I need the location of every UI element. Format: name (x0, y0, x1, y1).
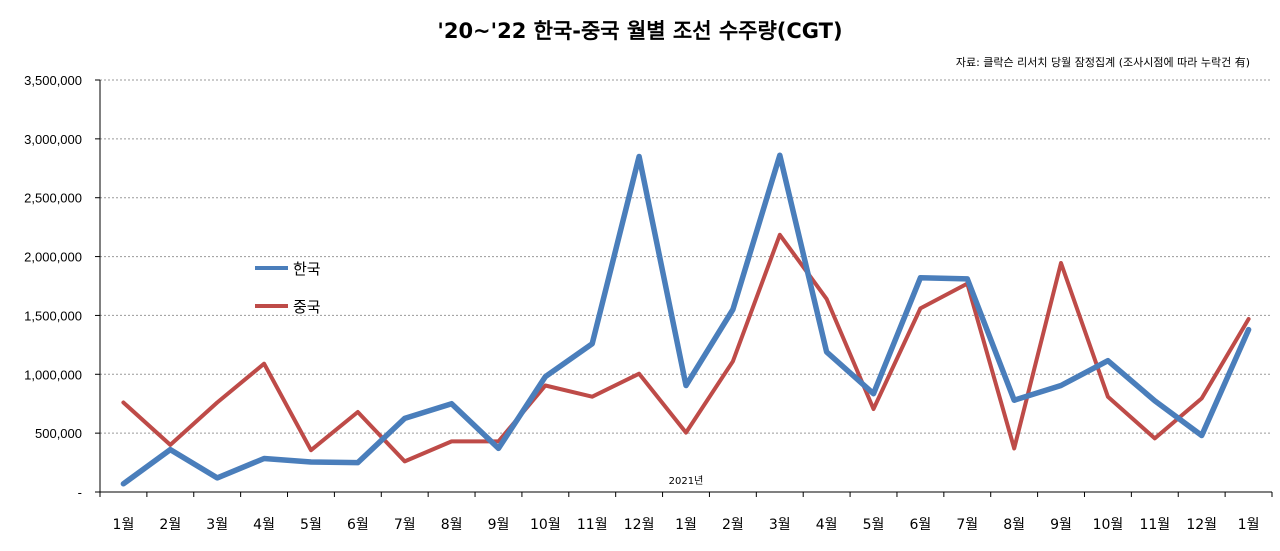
x-tick-label: 3월 (206, 517, 228, 533)
x-tick-label: 1월 (1238, 517, 1260, 533)
x-tick-label: 8월 (441, 517, 463, 533)
legend-label: 중국 (293, 298, 321, 316)
y-tick-label: 3,500,000 (24, 73, 82, 88)
x-axis-ticks: 1월 2월 3월 4월 5월 6월 7월 8월 9월 10월 11월 12월 1월 2월 3월 4월 5월 6월 7… (99, 492, 1273, 533)
x-tick-label: 5월 (863, 517, 885, 533)
x-tick-label: 7월 (956, 517, 978, 533)
x-tick-label: 5월 (300, 517, 322, 533)
x-tick-label: 4월 (816, 517, 838, 533)
y-tick-label: 1,500,000 (24, 308, 82, 323)
chart-title: '20~'22 한국-중국 월별 조선 수주량(CGT) (437, 19, 842, 43)
series-line-china (121, 232, 1251, 464)
x-tick-label: 8월 (1003, 517, 1025, 533)
y-tick-label: 1,000,000 (24, 367, 82, 382)
x-tick-label: 1월 (113, 517, 135, 533)
x-tick-label: 6월 (347, 517, 369, 533)
y-tick-label: - (78, 485, 82, 500)
x-tick-label: 12월 (1186, 517, 1217, 533)
x-tick-label: 1월 (675, 517, 697, 533)
x-tick-label: 12월 (624, 517, 655, 533)
y-tick-label: 2,500,000 (24, 191, 82, 206)
x-tick-label: 11월 (577, 517, 608, 533)
x-tick-label: 7월 (394, 517, 416, 533)
x-tick-label: 9월 (488, 517, 510, 533)
x-tick-label: 4월 (253, 517, 275, 533)
x-tick-label: 10월 (1093, 517, 1124, 533)
series-lines (120, 152, 1252, 487)
y-tick-label: 500,000 (35, 426, 82, 441)
x-tick-label: 9월 (1050, 517, 1072, 533)
y-axis-ticks: - 500,000 1,000,000 1,500,000 2,000,000 2,500… (24, 73, 100, 500)
source-note: 자료: 클락슨 리서치 당월 잠정집계 (조사시점에 따라 누락건 有) (956, 55, 1250, 69)
x-tick-label: 2월 (722, 517, 744, 533)
axes (99, 80, 1272, 493)
y-tick-label: 3,000,000 (24, 132, 82, 147)
y-tick-label: 2,000,000 (24, 250, 82, 265)
x-tick-label: 10월 (530, 517, 561, 533)
x-tick-label: 11월 (1139, 517, 1170, 533)
legend-label: 한국 (293, 260, 321, 278)
year-note: 2021년 (669, 475, 704, 487)
x-tick-label: 2월 (159, 517, 181, 533)
x-tick-label: 6월 (910, 517, 932, 533)
series-line-korea (120, 152, 1252, 487)
x-tick-label: 3월 (769, 517, 791, 533)
